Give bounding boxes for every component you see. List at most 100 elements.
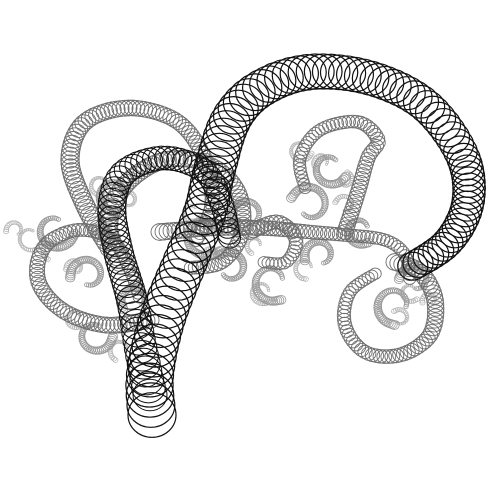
tertiary-curl-ring [253, 202, 260, 209]
secondary-lower-left-loop-ring [46, 296, 64, 313]
tertiary-curl-ring [55, 216, 62, 222]
quaternary-tendril-ring [79, 267, 83, 271]
quaternary-tendril-ring [130, 202, 134, 207]
quaternary-tendril-ring [88, 182, 94, 187]
secondary-right-loop-ring [414, 267, 433, 284]
secondary-horizontal-band-ring [340, 228, 355, 243]
primary-main-arch-ring [143, 285, 190, 329]
quaternary-tendril-ring [395, 307, 401, 313]
quaternary-tendril-ring [17, 238, 22, 243]
secondary-upper-right-curl-ring [341, 114, 356, 129]
primary-left-branch-ring [102, 170, 131, 198]
secondary-left-arch-ring [60, 158, 81, 177]
quaternary-tendril-ring [97, 175, 102, 180]
secondary-left-arch-ring [66, 177, 87, 196]
tertiary-curl-ring [256, 208, 262, 215]
secondary-horizontal-band-ring [178, 220, 198, 239]
primary-main-arch-ring [125, 362, 174, 408]
primary-left-branch-ring [197, 165, 223, 189]
primary-left-branch-ring [98, 211, 128, 239]
quaternary-tendril-ring [19, 227, 23, 231]
primary-left-branch-ring [123, 332, 158, 364]
secondary-small-knot-ring [265, 256, 279, 270]
primary-main-arch-ring [412, 242, 445, 272]
quaternary-tendril-ring [267, 289, 271, 292]
primary-main-arch-ring [407, 245, 439, 275]
secondary-horizontal-band-ring [307, 225, 324, 240]
tertiary-curl-ring [327, 251, 334, 258]
quaternary-tendril-ring [289, 145, 294, 150]
secondary-left-arch-ring [172, 116, 190, 133]
quaternary-tendril-ring [117, 339, 122, 344]
tertiary-curl-ring [63, 239, 73, 249]
secondary-lower-left-loop-ring [70, 310, 89, 327]
tertiary-curl-ring [333, 157, 339, 163]
primary-main-arch-ring [351, 60, 390, 96]
secondary-left-arch-ring [68, 180, 89, 200]
primary-main-arch-ring [402, 248, 434, 278]
primary-main-arch-ring [402, 84, 440, 119]
secondary-right-loop-ring [420, 277, 439, 294]
secondary-right-loop-ring [421, 327, 439, 344]
primary-left-branch-ring [128, 355, 163, 388]
primary-main-arch-ring [158, 249, 205, 292]
tertiary-curl-ring [253, 288, 263, 297]
tertiary-tendrils [36, 154, 430, 355]
secondary-right-loop-ring [376, 349, 393, 364]
secondary-lower-left-loop-ring [110, 239, 125, 253]
primary-left-branch-ring [109, 160, 138, 187]
quaternary-tendril-ring [412, 287, 416, 291]
primary-main-arch-ring [125, 372, 175, 418]
secondary-small-knot-ring [277, 256, 291, 270]
secondary-small-knot-ring [284, 225, 300, 240]
tertiary-curl-ring [279, 273, 285, 279]
tertiary-curl-ring [325, 257, 332, 263]
tertiary-curl-ring [309, 214, 316, 221]
primary-main-arch-ring [444, 207, 478, 239]
quaternary-tendril-ring [248, 250, 255, 256]
secondary-central-loop-ring [102, 235, 123, 256]
secondary-central-loop-ring [214, 254, 231, 270]
secondary-upper-right-curl-ring [356, 117, 372, 132]
quaternary-tendril-ring [340, 193, 346, 199]
secondary-lower-left-loop-ring [28, 267, 46, 283]
primary-left-branch-ring [217, 227, 242, 249]
quaternary-tendril-ring [289, 147, 294, 152]
tertiary-curl-ring [337, 174, 349, 185]
tertiary-curl-ring [299, 255, 311, 266]
quaternary-tendril-ring [79, 265, 84, 269]
primary-main-arch-ring [409, 90, 446, 124]
secondary-horizontal-band-ring [332, 227, 347, 242]
secondary-right-loop-ring [345, 334, 361, 349]
secondary-left-arch-ring [111, 100, 130, 118]
secondary-right-loop-ring [426, 296, 445, 313]
primary-left-branch-ring [214, 211, 239, 233]
secondary-lower-left-loop-ring [29, 270, 46, 287]
secondary-lower-left-loop-ring [66, 223, 82, 238]
primary-main-arch-ring [150, 267, 197, 311]
quaternary-tendril-ring [419, 298, 426, 304]
secondary-horizontal-band-ring [368, 231, 383, 245]
primary-main-arch-ring [397, 251, 429, 281]
secondary-upper-right-curl-ring [345, 114, 361, 129]
quaternary-tendril-ring [296, 141, 300, 145]
quaternary-tendril-ring [254, 299, 260, 305]
primary-main-arch-ring [217, 89, 259, 129]
secondary-upper-right-curl-ring [292, 158, 307, 171]
primary-main-arch-ring [303, 53, 343, 90]
primary-left-branch-ring [132, 378, 168, 412]
primary-left-branch-ring [97, 187, 127, 215]
secondary-small-knot-ring [245, 222, 262, 239]
secondary-right-loop-ring [354, 275, 369, 289]
quaternary-tendril-ring [132, 197, 138, 202]
quaternary-tendril-ring [344, 183, 349, 188]
secondary-horizontal-band-ring [154, 222, 174, 241]
secondary-right-loop-ring [354, 342, 370, 357]
secondary-right-loop-ring [361, 271, 375, 284]
quaternary-tendril-ring [12, 220, 18, 225]
secondary-right-loop-ring [403, 343, 420, 359]
tertiary-curl-ring [357, 239, 368, 249]
quaternary-tendril-ring [96, 175, 100, 180]
secondary-left-arch-ring [60, 154, 80, 173]
